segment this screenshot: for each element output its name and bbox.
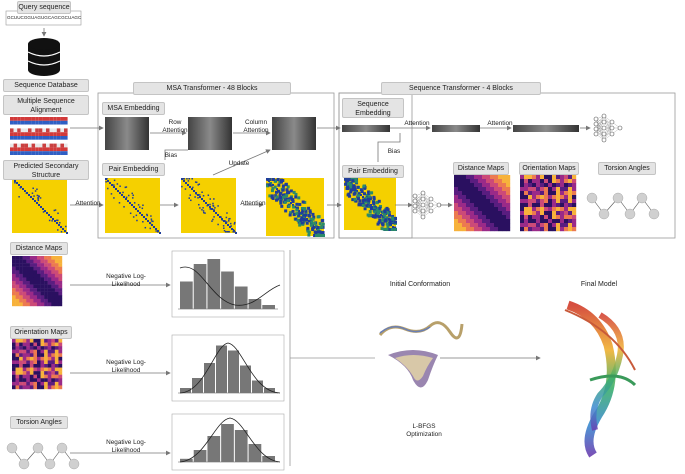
row-attention-label: Row Attention (162, 119, 188, 134)
msa-transformer-title: MSA Transformer - 48 Blocks (133, 82, 291, 95)
msa-label: Multiple Sequence Alignment (3, 95, 89, 115)
seq-embedding-bar-1 (342, 125, 390, 132)
nll-label-1: Negative Log- Likelihood (106, 273, 146, 288)
secondary-structure-map (12, 178, 68, 234)
histogram-2 (171, 334, 285, 402)
msa-embedding-block-3 (272, 117, 316, 150)
distance-map-top (454, 175, 511, 232)
histogram-3 (171, 413, 285, 471)
msa-embedding-block-2 (188, 117, 232, 150)
orientation-maps-label: Orientation Maps (10, 326, 72, 339)
msa-image (10, 117, 68, 155)
column-attention-label: Column Attention (243, 119, 269, 134)
final-model-label: Final Model (575, 279, 623, 290)
sequence-embedding-label: Sequence Embedding (342, 98, 404, 118)
sequence-string: GCUUCGGUAGUGCAGCGCUAGC (7, 15, 82, 20)
torsion-angles-label: Torsion Angles (10, 416, 68, 429)
query-sequence-label: Query sequence (17, 1, 71, 14)
attention-label-3: Attention (75, 200, 101, 207)
sequence-database-label: Sequence Database (3, 79, 89, 92)
bias-label-2: Bias (387, 148, 401, 155)
orientation-map-left (12, 339, 63, 390)
msa-embedding-block-1 (105, 117, 149, 150)
database-icon (27, 38, 61, 76)
orientation-map-top (520, 175, 577, 232)
attention-label-4: Attention (240, 200, 266, 207)
distance-maps-label-top: Distance Maps (453, 162, 509, 175)
seq-embedding-bar-2 (432, 125, 480, 132)
bias-label-1: Bias (164, 152, 178, 159)
update-label: Update (228, 160, 250, 167)
pair-embedding-label-2: Pair Embedding (342, 165, 404, 178)
attention-label-1: Attention (404, 120, 430, 127)
neural-net-icon-2 (593, 113, 623, 143)
attention-label-2: Attention (487, 120, 513, 127)
initial-conformation-image (378, 321, 464, 388)
torsion-diagram-left (6, 442, 80, 470)
torsion-angles-label-top: Torsion Angles (598, 162, 656, 175)
arrow-update (212, 149, 271, 176)
msa-embedding-label: MSA Embedding (102, 102, 165, 115)
orientation-maps-label-top: Orientation Maps (519, 162, 579, 175)
distance-maps-label: Distance Maps (10, 242, 68, 255)
nll-label-3: Negative Log- Likelihood (106, 439, 146, 454)
neural-net-icon-1 (412, 190, 442, 220)
distance-map-left (12, 256, 63, 307)
nll-label-2: Negative Log- Likelihood (106, 359, 146, 374)
arrow-bias-2 (377, 133, 401, 162)
arrow-bias-1 (164, 149, 188, 160)
seq-transformer-title: Sequence Transformer - 4 Blocks (381, 82, 541, 95)
final-model-image (564, 300, 637, 458)
seq-embedding-bar-3 (513, 125, 579, 132)
torsion-diagram-top (586, 192, 660, 220)
histogram-1 (171, 250, 285, 318)
secondary-structure-label: Predicted Secondary Structure (3, 160, 89, 180)
initial-conformation-label: Initial Conformation (388, 279, 452, 290)
seq-transformer-inner-frame (338, 92, 413, 239)
merge-bracket (289, 250, 375, 466)
lbfgs-label: L-BFGS Optimization (406, 423, 442, 438)
pair-embedding-label: Pair Embedding (102, 163, 165, 176)
